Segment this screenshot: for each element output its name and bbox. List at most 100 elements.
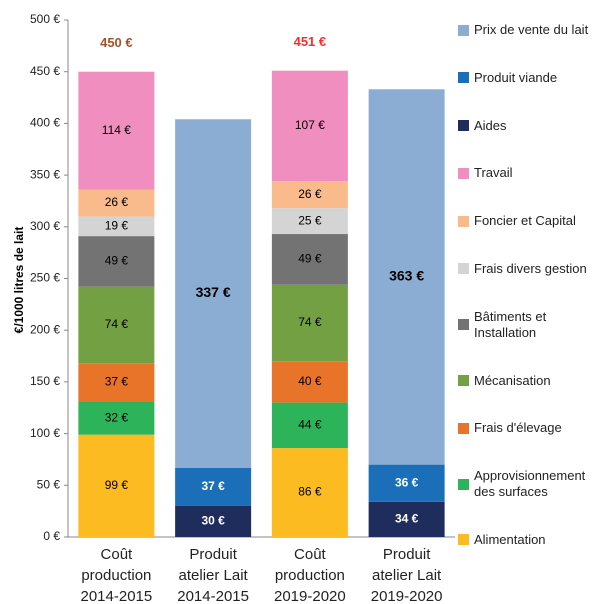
value-label: 49 € [298, 252, 322, 266]
x-tick-label: Produit [189, 546, 237, 563]
x-tick-label: production [275, 567, 345, 584]
x-tick-label: atelier Lait [179, 567, 249, 584]
bar-segment [271, 361, 348, 403]
value-label: 363 € [389, 268, 424, 284]
bar-segment [175, 505, 252, 537]
bar-segment [78, 363, 155, 402]
legend-label: Travail [474, 165, 513, 181]
value-label: 114 € [102, 123, 131, 137]
legend-swatch [458, 167, 469, 179]
value-label: 32 € [105, 410, 129, 424]
bar-segment [271, 402, 348, 449]
bar-segment [271, 234, 348, 285]
legend-swatch [458, 319, 469, 331]
legend-swatch [458, 263, 469, 275]
legend-label: Foncier et Capital [474, 213, 576, 229]
bar-segment [175, 467, 252, 506]
value-label: 49 € [105, 254, 129, 268]
legend-label: Aides [474, 117, 507, 133]
value-label: 107 € [295, 118, 325, 132]
legend-label: Frais d'élevage [474, 420, 562, 436]
value-label: 37 € [201, 479, 225, 493]
x-tick-label: atelier Lait [372, 567, 442, 584]
legend-item: Travail [458, 165, 600, 181]
bar-segment [368, 464, 445, 502]
legend-swatch [458, 24, 469, 36]
legend-swatch [458, 72, 469, 84]
legend-swatch [458, 215, 469, 227]
value-label: 25 € [298, 213, 322, 227]
value-label: 26 € [298, 187, 322, 201]
y-tick-label: 200 € [30, 322, 60, 336]
bar-segment [271, 448, 348, 537]
legend-item: Frais divers gestion [458, 261, 600, 277]
y-tick-label: 300 € [30, 219, 60, 233]
value-label: 74 € [105, 317, 129, 331]
total-label: 450 € [100, 35, 133, 50]
value-label: 30 € [201, 514, 225, 528]
bar-segment [175, 119, 252, 468]
legend-label: Produit viande [474, 69, 558, 85]
value-label: 19 € [105, 218, 129, 232]
y-tick-label: 100 € [30, 426, 60, 440]
bar-segment [78, 236, 155, 287]
x-tick-label: 2014-2015 [81, 588, 153, 604]
x-tick-label: 2019-2020 [371, 588, 443, 604]
legend-item: Produit viande [458, 70, 600, 86]
value-label: 74 € [298, 315, 322, 329]
y-tick-label: 150 € [30, 374, 60, 388]
bar-segment [368, 89, 445, 465]
value-label: 34 € [395, 512, 419, 526]
x-tick-label: 2014-2015 [177, 588, 249, 604]
bar-segment [271, 181, 348, 209]
legend-label: Approvisionnement des surfaces [474, 468, 586, 500]
value-label: 44 € [298, 417, 322, 431]
value-label: 26 € [105, 195, 129, 209]
legend-label: Alimentation [474, 531, 546, 547]
legend: Prix de vente du lait Produit viande Aides… [458, 22, 600, 548]
legend-swatch [458, 534, 469, 546]
legend-item: Aides [458, 118, 600, 134]
value-label: 99 € [105, 478, 129, 492]
legend-swatch [458, 120, 469, 132]
legend-label: Mécanisation [474, 372, 551, 388]
x-tick-label: Coût [294, 546, 327, 563]
legend-swatch [458, 478, 469, 490]
bar-segment [368, 501, 445, 537]
value-label: 37 € [105, 375, 129, 389]
value-label: 40 € [298, 374, 322, 388]
bar-segment [271, 70, 348, 182]
y-tick-label: 0 € [43, 529, 60, 543]
bar-segment [78, 434, 155, 537]
x-tick-label: Produit [383, 546, 431, 563]
bar-segment [271, 284, 348, 362]
legend-item: Bâtiments et Installation [458, 309, 600, 341]
legend-item: Approvisionnement des surfaces [458, 468, 600, 500]
y-tick-label: 450 € [30, 64, 60, 78]
legend-item: Foncier et Capital [458, 213, 600, 229]
y-tick-label: 250 € [30, 271, 60, 285]
bar-segment [78, 401, 155, 435]
y-tick-label: 350 € [30, 167, 60, 181]
x-tick-label: 2019-2020 [274, 588, 346, 604]
legend-item: Prix de vente du lait [458, 22, 600, 38]
bar-segment [271, 208, 348, 235]
value-label: 337 € [196, 284, 231, 300]
y-tick-label: 500 € [30, 12, 60, 26]
x-tick-label: Coût [101, 546, 134, 563]
bar-segment [78, 216, 155, 237]
legend-item: Frais d'élevage [458, 420, 600, 436]
x-tick-label: production [81, 567, 151, 584]
y-tick-label: 400 € [30, 116, 60, 130]
legend-swatch [458, 422, 469, 434]
legend-label: Prix de vente du lait [474, 22, 589, 37]
bar-segment [78, 189, 155, 217]
y-axis-title: €/1000 litres de lait [12, 227, 26, 334]
value-label: 36 € [395, 475, 419, 489]
legend-item: Alimentation [458, 532, 600, 548]
value-label: 86 € [298, 485, 322, 499]
bar-segment [78, 286, 155, 364]
legend-item: Mécanisation [458, 373, 600, 389]
